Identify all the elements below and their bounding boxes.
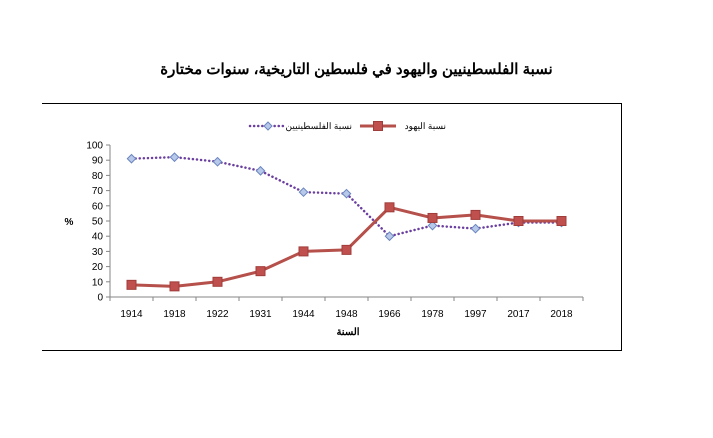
y-tick-label: 20 xyxy=(92,262,104,273)
data-point-square xyxy=(212,276,223,287)
x-axis-title: السنة xyxy=(336,327,359,338)
data-point-square xyxy=(255,266,266,277)
x-tick-label: 1914 xyxy=(120,309,143,320)
y-tick-label: 30 xyxy=(92,247,104,258)
y-tick-label: 50 xyxy=(92,217,104,228)
y-tick-label: 10 xyxy=(92,277,104,288)
data-point-diamond xyxy=(384,231,395,242)
data-point-square xyxy=(384,202,395,213)
x-tick-label: 1918 xyxy=(163,309,186,320)
y-tick-label: 90 xyxy=(92,156,104,167)
y-tick-label: 70 xyxy=(92,186,104,197)
data-point-square xyxy=(126,279,137,290)
y-tick-label: 100 xyxy=(86,141,103,152)
y-axis-title: % xyxy=(65,217,74,228)
data-point-diamond xyxy=(470,223,481,234)
legend-marker xyxy=(263,121,273,131)
x-tick-label: 2018 xyxy=(550,309,573,320)
data-point-diamond xyxy=(427,220,438,231)
data-point-square xyxy=(513,216,524,226)
y-tick-label: 80 xyxy=(92,171,104,182)
x-tick-label: 1978 xyxy=(421,309,444,320)
x-tick-label: 1966 xyxy=(378,309,401,320)
data-point-square xyxy=(169,281,180,292)
data-point-square xyxy=(556,216,567,226)
data-point-diamond xyxy=(255,165,266,176)
data-point-diamond xyxy=(126,153,137,164)
data-point-square xyxy=(341,244,352,255)
x-tick-label: 1997 xyxy=(464,309,487,320)
data-point-diamond xyxy=(212,156,223,167)
legend-label: نسبة الفلسطينيين xyxy=(286,121,352,132)
x-tick-label: 2017 xyxy=(507,309,530,320)
data-point-diamond xyxy=(169,152,180,163)
chart-frame xyxy=(42,103,622,351)
x-tick-label: 1922 xyxy=(206,309,229,320)
y-tick-label: 60 xyxy=(92,201,104,212)
data-point-diamond xyxy=(298,187,309,198)
chart-axes: 0 10 20 30 40 50 60 70 80 90 100 1914 1918 1922 1931 19… xyxy=(86,141,584,320)
legend-marker xyxy=(373,121,383,131)
x-tick-label: 1944 xyxy=(292,309,315,320)
y-tick-label: 0 xyxy=(97,293,103,304)
data-point-diamond xyxy=(341,188,352,199)
chart-series xyxy=(126,152,567,292)
chart-legend: نسبة اليهود نسبة الفلسطينيين xyxy=(248,121,446,132)
x-tick-label: 1948 xyxy=(335,309,358,320)
chart-title: نسبة الفلسطينيين واليهود في فلسطين التار… xyxy=(160,61,553,78)
legend-label: نسبة اليهود xyxy=(405,121,446,132)
y-tick-label: 40 xyxy=(92,232,104,243)
data-point-square xyxy=(427,212,438,223)
x-tick-label: 1931 xyxy=(249,309,272,320)
data-point-square xyxy=(298,246,309,257)
data-point-square xyxy=(470,209,481,220)
